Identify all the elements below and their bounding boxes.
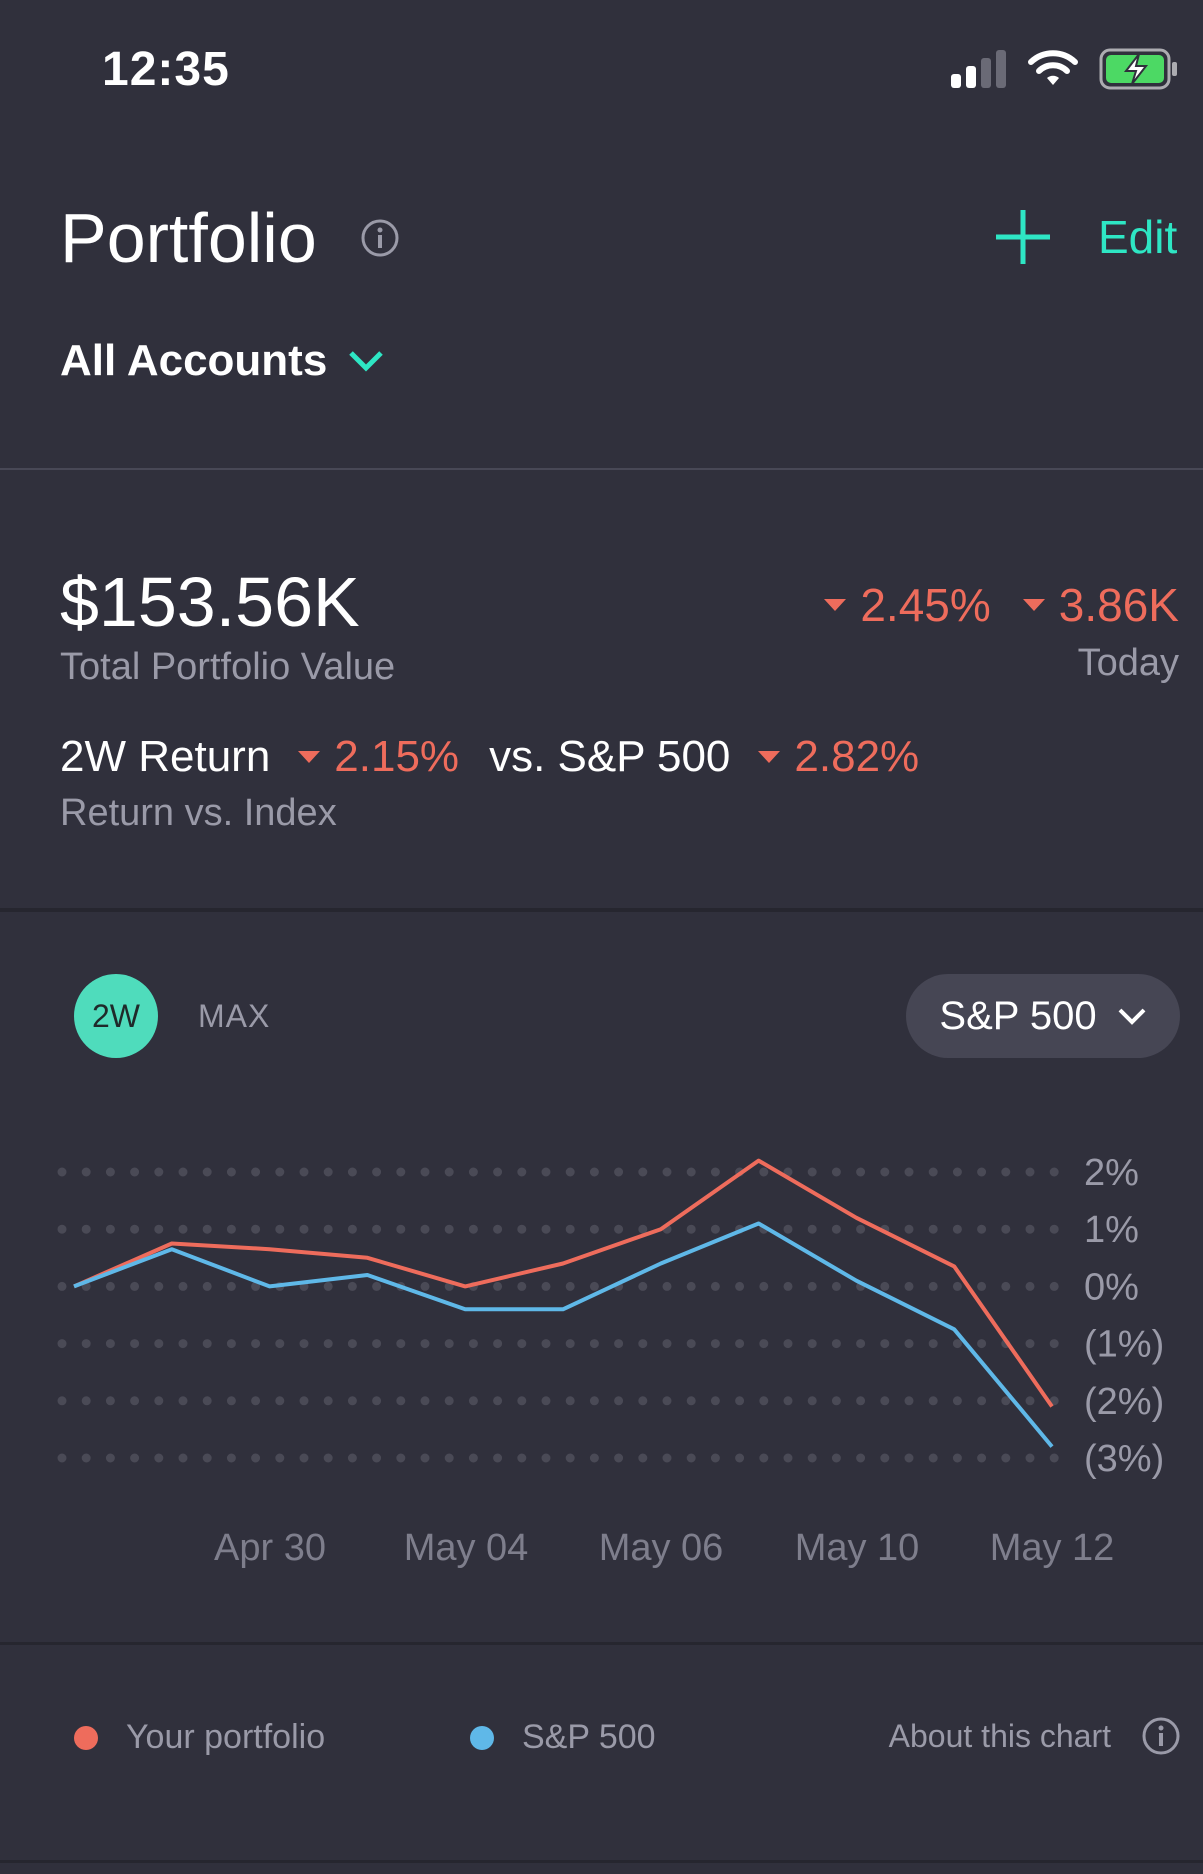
range-2w-button[interactable]: 2W: [74, 974, 158, 1058]
page-title: Portfolio: [60, 199, 317, 277]
performance-chart: 2% 1% 0% (1%) (2%) (3%) Apr 30 May 04 May 06 May …: [57, 1152, 1164, 1569]
wifi-icon: [1028, 50, 1078, 85]
down-triangle-icon: [298, 751, 321, 763]
index-dot: [470, 1725, 494, 1750]
index-return-pct: 2.82%: [794, 732, 920, 781]
return-pct: 2.15%: [334, 732, 460, 781]
y-tick-label: 0%: [1084, 1266, 1139, 1308]
x-tick-label: May 04: [404, 1527, 529, 1569]
index-dropdown[interactable]: S&P 500: [906, 974, 1180, 1058]
series-line: [73, 1158, 1054, 1408]
y-tick-label: (3%): [1084, 1438, 1164, 1480]
portfolio-dot: [74, 1725, 98, 1750]
signal-icon: [951, 50, 1006, 88]
chevron-down-icon: [1118, 1008, 1145, 1025]
x-tick-label: May 10: [795, 1527, 920, 1569]
header-divider: [0, 468, 1203, 470]
down-triangle-icon: [758, 751, 781, 763]
vs-index-label: vs. S&P 500: [489, 732, 731, 781]
series-line: [73, 1221, 1054, 1448]
info-icon[interactable]: [360, 218, 400, 258]
total-portfolio-value: $153.56K: [60, 563, 360, 641]
x-tick-label: May 06: [599, 1527, 724, 1569]
about-chart-link[interactable]: About this chart: [889, 1716, 1181, 1756]
down-triangle-icon: [824, 599, 847, 611]
status-icons: [951, 48, 1179, 90]
y-tick-label: (2%): [1084, 1381, 1164, 1423]
bottom-divider: [0, 1860, 1203, 1863]
return-row: 2W Return 2.15% vs. S&P 500 2.82%: [60, 732, 919, 782]
status-time: 12:35: [102, 43, 230, 96]
today-label: Today: [1077, 642, 1179, 684]
range-max-button[interactable]: MAX: [198, 998, 271, 1034]
about-chart-label: About this chart: [888, 1717, 1111, 1754]
x-tick-label: May 12: [990, 1527, 1115, 1569]
index-dropdown-label: S&P 500: [939, 993, 1097, 1038]
return-label: 2W Return: [60, 732, 271, 781]
down-triangle-icon: [1022, 599, 1045, 611]
chart-divider: [0, 1642, 1203, 1645]
today-change: 2.45% 3.86K: [824, 578, 1179, 632]
legend-index: S&P 500: [470, 1718, 656, 1757]
edit-button[interactable]: Edit: [1098, 211, 1178, 263]
y-tick-label: 2%: [1084, 1152, 1139, 1194]
chevron-down-icon: [349, 351, 384, 372]
info-icon: [1142, 1717, 1180, 1755]
legend-portfolio: Your portfolio: [74, 1718, 325, 1757]
y-tick-label: (1%): [1084, 1324, 1164, 1366]
battery-charging-icon: [1099, 48, 1177, 90]
legend-index-label: S&P 500: [522, 1718, 656, 1756]
add-icon[interactable]: [994, 208, 1052, 266]
today-change-amount: 3.86K: [1058, 579, 1179, 631]
accounts-label: All Accounts: [60, 336, 328, 385]
today-change-pct: 2.45%: [860, 579, 991, 631]
total-portfolio-label: Total Portfolio Value: [60, 646, 396, 688]
y-tick-label: 1%: [1084, 1209, 1139, 1251]
x-tick-label: Apr 30: [214, 1527, 326, 1569]
legend-portfolio-label: Your portfolio: [126, 1718, 326, 1756]
accounts-selector[interactable]: All Accounts: [60, 336, 385, 386]
summary-divider: [0, 908, 1203, 912]
return-vs-index-label: Return vs. Index: [60, 792, 337, 834]
